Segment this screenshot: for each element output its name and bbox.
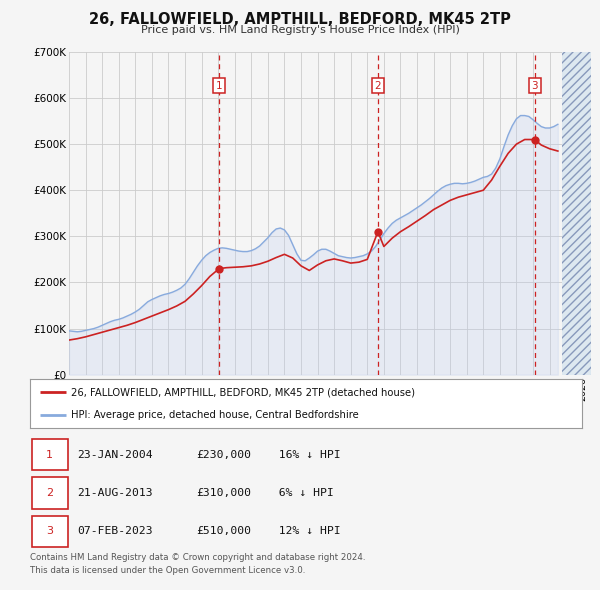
FancyBboxPatch shape (32, 516, 68, 547)
Text: 23-JAN-2004: 23-JAN-2004 (77, 450, 152, 460)
Text: 1: 1 (46, 450, 53, 460)
Text: £230,000: £230,000 (196, 450, 251, 460)
Text: Price paid vs. HM Land Registry's House Price Index (HPI): Price paid vs. HM Land Registry's House … (140, 25, 460, 35)
Text: 3: 3 (46, 526, 53, 536)
Text: 26, FALLOWFIELD, AMPTHILL, BEDFORD, MK45 2TP (detached house): 26, FALLOWFIELD, AMPTHILL, BEDFORD, MK45… (71, 388, 415, 398)
FancyBboxPatch shape (32, 439, 68, 470)
Text: 21-AUG-2013: 21-AUG-2013 (77, 488, 152, 498)
Text: 07-FEB-2023: 07-FEB-2023 (77, 526, 152, 536)
Text: 2: 2 (46, 488, 53, 498)
Text: 12% ↓ HPI: 12% ↓ HPI (265, 526, 340, 536)
Bar (562, 52, 591, 375)
Text: £510,000: £510,000 (196, 526, 251, 536)
Text: 16% ↓ HPI: 16% ↓ HPI (265, 450, 340, 460)
Text: 26, FALLOWFIELD, AMPTHILL, BEDFORD, MK45 2TP: 26, FALLOWFIELD, AMPTHILL, BEDFORD, MK45… (89, 12, 511, 27)
Text: 1: 1 (216, 81, 223, 91)
Text: Contains HM Land Registry data © Crown copyright and database right 2024.: Contains HM Land Registry data © Crown c… (30, 553, 365, 562)
Text: HPI: Average price, detached house, Central Bedfordshire: HPI: Average price, detached house, Cent… (71, 409, 359, 419)
Text: This data is licensed under the Open Government Licence v3.0.: This data is licensed under the Open Gov… (30, 566, 305, 575)
Text: 2: 2 (374, 81, 381, 91)
Text: 3: 3 (532, 81, 538, 91)
Text: 6% ↓ HPI: 6% ↓ HPI (265, 488, 334, 498)
Text: £310,000: £310,000 (196, 488, 251, 498)
FancyBboxPatch shape (32, 477, 68, 509)
Bar (562, 52, 591, 375)
